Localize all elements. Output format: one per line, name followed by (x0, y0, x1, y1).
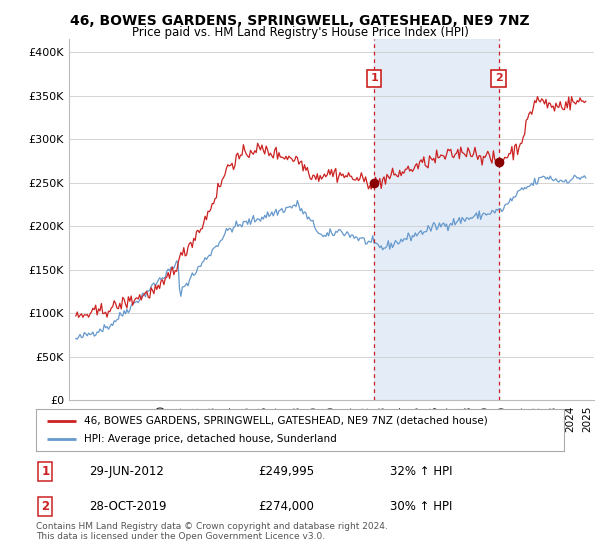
Text: Price paid vs. HM Land Registry's House Price Index (HPI): Price paid vs. HM Land Registry's House … (131, 26, 469, 39)
Text: £249,995: £249,995 (258, 465, 314, 478)
Text: 46, BOWES GARDENS, SPRINGWELL, GATESHEAD, NE9 7NZ (detached house): 46, BOWES GARDENS, SPRINGWELL, GATESHEAD… (83, 416, 487, 426)
Text: £274,000: £274,000 (258, 500, 314, 513)
Text: Contains HM Land Registry data © Crown copyright and database right 2024.
This d: Contains HM Land Registry data © Crown c… (36, 522, 388, 542)
Text: 46, BOWES GARDENS, SPRINGWELL, GATESHEAD, NE9 7NZ: 46, BOWES GARDENS, SPRINGWELL, GATESHEAD… (70, 14, 530, 28)
Bar (374, 39, 499, 400)
Text: 29-JUN-2012: 29-JUN-2012 (89, 465, 164, 478)
Text: 1: 1 (41, 465, 49, 478)
Text: 2: 2 (41, 500, 49, 513)
Text: 1: 1 (370, 73, 378, 83)
Text: 28-OCT-2019: 28-OCT-2019 (89, 500, 166, 513)
Text: 2: 2 (494, 73, 502, 83)
Text: 32% ↑ HPI: 32% ↑ HPI (390, 465, 452, 478)
Text: 30% ↑ HPI: 30% ↑ HPI (390, 500, 452, 513)
Text: HPI: Average price, detached house, Sunderland: HPI: Average price, detached house, Sund… (83, 434, 336, 444)
